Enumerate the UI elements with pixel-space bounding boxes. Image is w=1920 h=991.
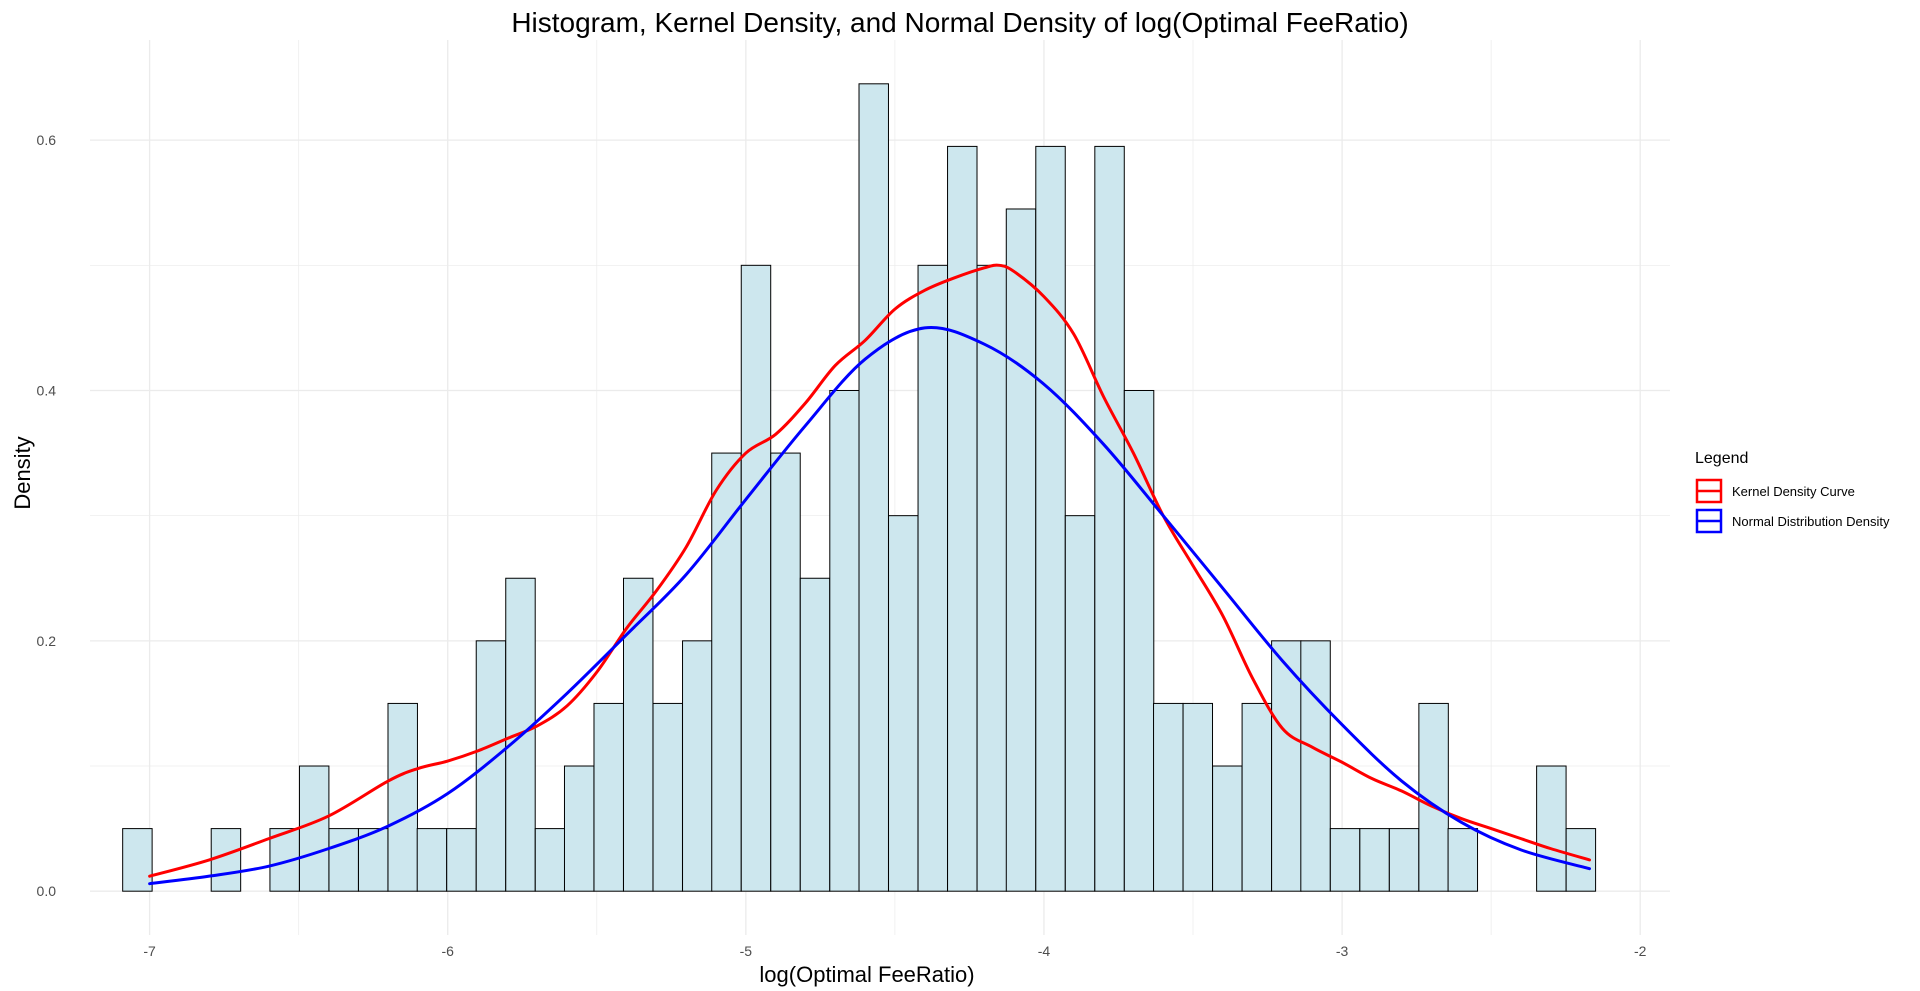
- legend: Legend Kernel Density Curve Normal Distri…: [1695, 450, 1890, 534]
- histogram-bar: [976, 264, 1008, 892]
- histogram-bar: [1388, 828, 1420, 892]
- y-tick-label: 0.4: [37, 382, 57, 398]
- histogram-bar: [475, 640, 507, 892]
- y-tick-label: 0.6: [37, 132, 57, 148]
- histogram-bar: [534, 828, 566, 892]
- histogram-bar: [1241, 702, 1273, 892]
- histogram-bar: [799, 577, 831, 892]
- histogram-bar: [1153, 702, 1184, 892]
- histogram-bar: [711, 452, 742, 892]
- x-tick-label: -3: [1336, 943, 1349, 959]
- histogram-bar: [1300, 640, 1331, 892]
- histogram-bar: [770, 452, 801, 892]
- y-axis-title: Density: [10, 436, 35, 509]
- y-tick-label: 0.0: [37, 883, 57, 899]
- x-tick-label: -4: [1038, 943, 1051, 959]
- histogram-bar: [446, 828, 477, 892]
- histogram-bar: [298, 765, 330, 892]
- histogram-bar: [1359, 828, 1390, 892]
- histogram-bar: [1536, 765, 1567, 892]
- histogram-bar: [1064, 515, 1096, 892]
- histogram-bar: [888, 515, 919, 892]
- histogram-bar: [210, 828, 242, 892]
- x-tick-label: -7: [143, 943, 156, 959]
- histogram-bar: [652, 702, 683, 892]
- x-axis-ticks: -7 -6 -5 -4 -3 -2: [143, 943, 1646, 959]
- histogram-bar: [682, 640, 713, 892]
- normal-density-curve: [148, 325, 1592, 886]
- y-axis-ticks: 0.0 0.2 0.4 0.6: [37, 132, 57, 899]
- histogram-bar: [1565, 828, 1597, 892]
- histogram-bar: [947, 145, 978, 892]
- histogram-bar: [1329, 828, 1361, 892]
- legend-label: Kernel Density Curve: [1732, 484, 1855, 499]
- histogram-bar: [623, 577, 654, 892]
- histogram-bar: [563, 765, 595, 892]
- histogram-bar: [1212, 765, 1243, 892]
- x-axis-title: log(Optimal FeeRatio): [759, 962, 974, 987]
- histogram-bar: [122, 828, 153, 892]
- density-curves: [148, 263, 1592, 886]
- x-tick-label: -2: [1634, 943, 1647, 959]
- histogram-bar: [1447, 828, 1479, 892]
- x-tick-label: -6: [442, 943, 455, 959]
- chart-title: Histogram, Kernel Density, and Normal De…: [511, 7, 1408, 38]
- histogram-bar: [829, 389, 860, 892]
- legend-title: Legend: [1695, 450, 1748, 467]
- legend-label: Normal Distribution Density: [1732, 514, 1890, 529]
- histogram-bar: [593, 702, 624, 892]
- histogram-bar: [740, 264, 772, 892]
- histogram-bar: [1005, 208, 1037, 892]
- histogram-bar: [387, 702, 418, 892]
- histogram-bar: [1271, 640, 1302, 892]
- histogram-bar: [416, 828, 448, 892]
- histogram-bars: [122, 83, 1597, 892]
- y-tick-label: 0.2: [37, 633, 57, 649]
- histogram-bar: [328, 828, 359, 892]
- histogram-bar: [1094, 145, 1125, 892]
- histogram-bar: [858, 83, 889, 892]
- histogram-bar: [357, 828, 389, 892]
- x-tick-label: -5: [740, 943, 753, 959]
- histogram-bar: [917, 264, 948, 892]
- kernel-density-curve: [148, 263, 1592, 878]
- histogram-bar: [1182, 702, 1214, 892]
- histogram-bar: [1035, 145, 1066, 892]
